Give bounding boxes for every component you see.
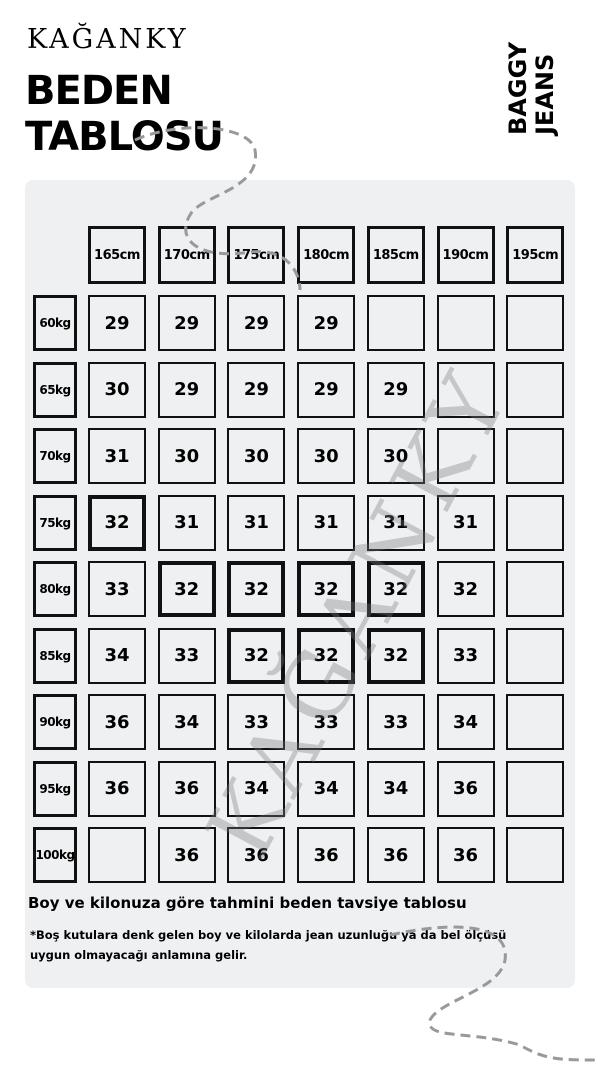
size-cell: 34 [297, 760, 356, 817]
weight-label: 90kg [33, 694, 77, 750]
size-cell: 33 [88, 561, 146, 617]
height-header: 190cm [436, 226, 495, 284]
size-cell-highlighted: 32 [88, 494, 146, 551]
title-line-1: BEDEN [25, 68, 173, 114]
size-cell-highlighted: 32 [227, 561, 286, 617]
size-cell [506, 627, 565, 684]
size-cell-highlighted: 32 [366, 561, 425, 617]
size-cell: 31 [366, 494, 425, 551]
weight-label: 95kg [33, 760, 77, 817]
table-footnote: *Boş kutulara denk gelen boy ve kilolard… [30, 928, 507, 962]
size-cell [506, 760, 565, 817]
size-cell [436, 295, 495, 351]
size-cell-highlighted: 32 [297, 627, 356, 684]
weight-label: 75kg [33, 494, 77, 551]
size-cell: 34 [366, 760, 425, 817]
weight-label: 70kg [33, 428, 77, 484]
size-cell: 29 [366, 361, 425, 418]
size-cell: 36 [436, 827, 495, 883]
size-cell: 34 [88, 627, 146, 684]
size-cell: 31 [157, 494, 216, 551]
size-cell: 32 [436, 561, 495, 617]
height-header: 165cm [88, 226, 146, 284]
size-cell: 33 [227, 694, 286, 750]
product-label-line-1: BAGGY [504, 41, 532, 135]
height-header: 195cm [506, 226, 565, 284]
size-cell [366, 295, 425, 351]
size-cell: 31 [297, 494, 356, 551]
height-header: 175cm [227, 226, 286, 284]
size-cell: 36 [436, 760, 495, 817]
weight-label: 60kg [33, 295, 77, 351]
title-line-2: TABLOSU [25, 114, 224, 160]
size-cell: 33 [436, 627, 495, 684]
size-cell: 30 [227, 428, 286, 484]
size-cell [506, 561, 565, 617]
size-cell: 29 [157, 295, 216, 351]
product-label-line-2: JEANS [531, 53, 559, 135]
size-cell: 33 [366, 694, 425, 750]
size-cell: 34 [436, 694, 495, 750]
size-cell [506, 295, 565, 351]
size-cell [88, 827, 146, 883]
size-cell [506, 694, 565, 750]
size-cell-highlighted: 32 [297, 561, 356, 617]
size-cell: 29 [227, 295, 286, 351]
size-cell: 30 [366, 428, 425, 484]
height-header: 170cm [157, 226, 216, 284]
size-cell: 36 [366, 827, 425, 883]
size-cell: 36 [88, 694, 146, 750]
size-cell: 30 [297, 428, 356, 484]
size-cell: 29 [297, 361, 356, 418]
weight-label: 80kg [33, 561, 77, 617]
size-cell [506, 361, 565, 418]
size-cell [506, 428, 565, 484]
size-cell: 33 [157, 627, 216, 684]
size-cell-highlighted: 32 [227, 627, 286, 684]
page-title: BEDEN TABLOSU [25, 68, 224, 160]
weight-label: 65kg [33, 361, 77, 418]
size-cell: 30 [157, 428, 216, 484]
size-cell: 29 [88, 295, 146, 351]
size-cell: 29 [297, 295, 356, 351]
weight-label: 85kg [33, 627, 77, 684]
size-cell: 34 [227, 760, 286, 817]
size-cell: 30 [88, 361, 146, 418]
size-cell: 36 [297, 827, 356, 883]
product-label: BAGGY JEANS [504, 41, 559, 135]
size-cell: 29 [227, 361, 286, 418]
size-cell: 29 [157, 361, 216, 418]
size-cell: 36 [88, 760, 146, 817]
size-cell [506, 494, 565, 551]
size-cell: 36 [157, 827, 216, 883]
height-header: 180cm [297, 226, 356, 284]
size-cell: 33 [297, 694, 356, 750]
size-cell: 31 [227, 494, 286, 551]
size-cell: 31 [88, 428, 146, 484]
size-cell-highlighted: 32 [366, 627, 425, 684]
brand-logo: KAĞANKY [27, 24, 189, 55]
size-cell: 34 [157, 694, 216, 750]
size-cell [506, 827, 565, 883]
height-header: 185cm [366, 226, 425, 284]
size-cell: 36 [157, 760, 216, 817]
weight-label: 100kg [33, 827, 77, 883]
size-cell: 31 [436, 494, 495, 551]
table-caption: Boy ve kilonuza göre tahmini beden tavsi… [28, 894, 467, 912]
size-cell: 36 [227, 827, 286, 883]
size-cell [436, 361, 495, 418]
size-cell [436, 428, 495, 484]
size-cell-highlighted: 32 [157, 561, 216, 617]
